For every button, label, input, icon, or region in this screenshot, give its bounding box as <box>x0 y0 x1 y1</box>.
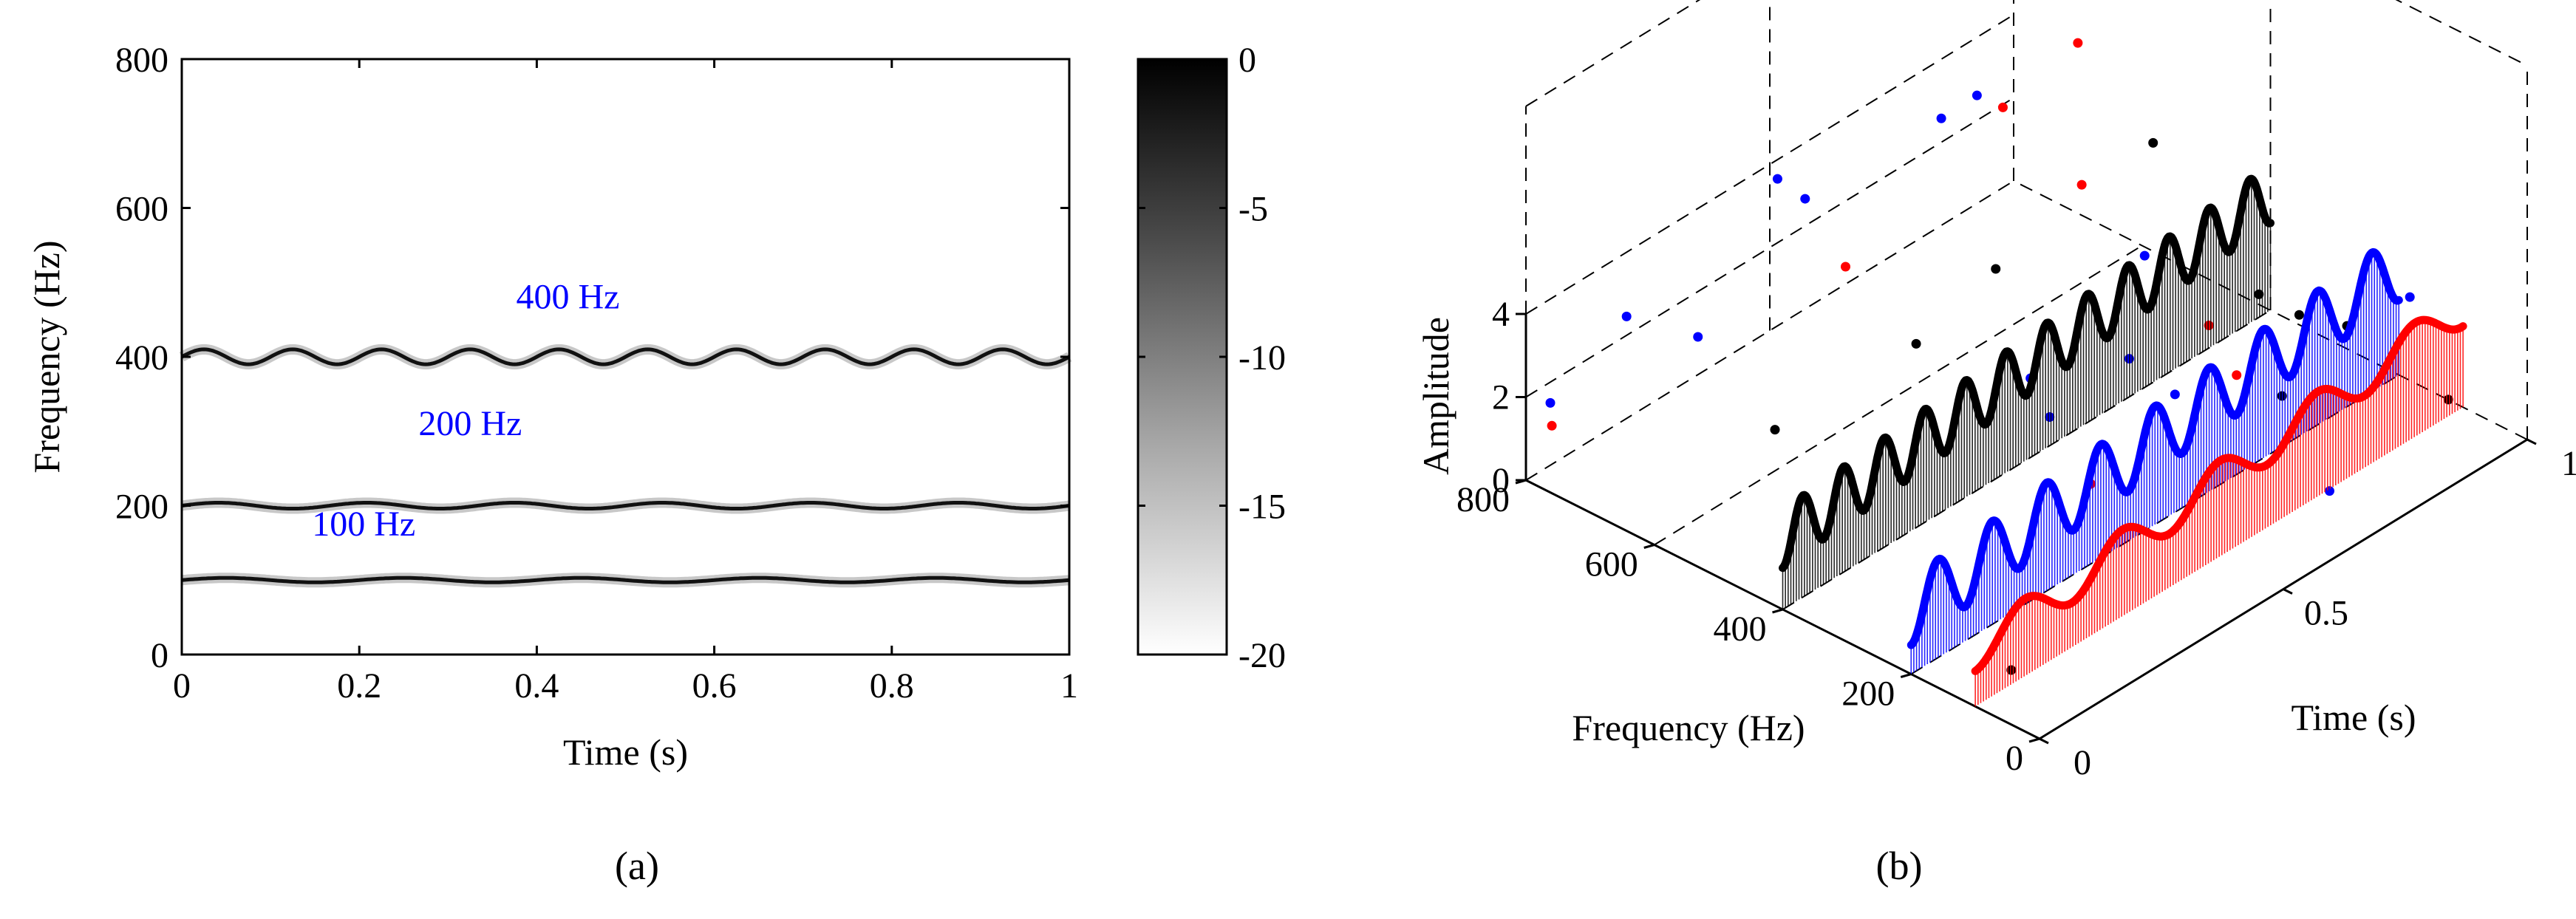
ridge-label-400hz: 400 Hz <box>516 278 619 317</box>
panel-b-series <box>1779 174 2467 707</box>
y-tick-label: 600 <box>115 190 168 229</box>
frequency-tick-mark <box>2028 737 2040 743</box>
scatter-point <box>1545 397 1556 408</box>
amplitude-tick-label: 4 <box>1492 295 1510 334</box>
scatter-point <box>1841 262 1850 272</box>
box-edge <box>1525 180 2014 481</box>
frequency-tick-label: 800 <box>1456 480 1510 519</box>
x-tick-label: 1 <box>1060 666 1078 706</box>
back-wall-grid-line <box>1525 14 2014 315</box>
panel-b-frequency-axis-label: Frequency (Hz) <box>1572 707 1805 748</box>
scatter-point <box>2076 180 2087 190</box>
series-400hz <box>1779 174 2275 609</box>
scatter-point <box>2148 137 2158 148</box>
time-tick-mark <box>2283 588 2293 595</box>
panel-b-caption: (b) <box>1876 844 1923 888</box>
x-tick-label: 0.4 <box>514 666 559 706</box>
waveform <box>1779 174 2275 573</box>
panel-a-spectrogram: 0 0.2 0.4 0.6 0.8 1 0 200 400 600 800 Time (s) Fr… <box>26 41 1286 888</box>
panel-a-x-ticks: 0 0.2 0.4 0.6 0.8 1 <box>173 59 1078 706</box>
scatter-point <box>1772 174 1782 184</box>
panel-b-time-axis-label: Time (s) <box>2291 697 2416 738</box>
y-tick-label: 400 <box>115 338 168 377</box>
scatter-point <box>1936 113 1946 123</box>
frequency-tick-mark <box>1643 544 1655 549</box>
scatter-point <box>1547 420 1557 431</box>
x-tick-label: 0.6 <box>692 666 737 706</box>
x-tick-label: 0 <box>173 666 191 706</box>
amplitude-tick-label: 0 <box>1492 461 1510 500</box>
colorbar-tick-label: -20 <box>1238 636 1286 675</box>
colorbar: 0 -5 -10 -15 -20 <box>1137 41 1286 675</box>
scatter-point <box>2294 310 2304 320</box>
box-edge <box>1525 0 1701 107</box>
scatter-point <box>1800 194 1810 204</box>
waveform <box>1971 315 2467 675</box>
scatter-point <box>2139 250 2150 261</box>
scatter-point <box>1972 90 1982 100</box>
frequency-tick-mark <box>1900 673 1912 678</box>
scatter-point <box>2232 370 2242 380</box>
colorbar-tick-label: -15 <box>1238 488 1286 527</box>
scatter-point <box>1991 264 2001 274</box>
colorbar-tick-label: -10 <box>1238 338 1286 377</box>
scatter-point <box>2170 389 2180 400</box>
ridge-label-200hz: 200 Hz <box>418 404 522 443</box>
x-tick-label: 0.2 <box>337 666 381 706</box>
time-tick-label: 0.5 <box>2304 594 2348 633</box>
frequency-tick-label: 600 <box>1585 545 1638 584</box>
scatter-point <box>2073 38 2083 48</box>
frequency-tick-label: 0 <box>2006 739 2023 778</box>
panel-a-caption: (a) <box>615 844 659 888</box>
colorbar-ticks: 0 -5 -10 -15 -20 <box>1138 41 1286 675</box>
scatter-point <box>2045 412 2055 422</box>
back-wall-grid-line <box>1525 97 2014 398</box>
ridge-200hz <box>181 501 1070 510</box>
panel-a-x-axis-label: Time (s) <box>563 731 688 773</box>
scatter-point <box>1621 311 1632 321</box>
panel-a-y-ticks: 0 200 400 600 800 <box>115 41 1069 675</box>
panel-a-y-axis-label: Frequency (Hz) <box>26 240 67 473</box>
scatter-point <box>2325 486 2334 496</box>
colorbar-tick-label: -5 <box>1238 190 1268 229</box>
waveform <box>1907 247 2403 649</box>
scatter-point <box>2405 292 2415 302</box>
colorbar-gradient <box>1138 59 1227 655</box>
time-tick-mark <box>2526 438 2537 445</box>
scatter-point <box>2443 394 2453 405</box>
colorbar-tick-label: 0 <box>1238 41 1256 80</box>
time-tick-label: 1 <box>2561 444 2576 483</box>
frequency-tick-mark <box>1772 608 1783 614</box>
y-tick-label: 800 <box>115 41 168 80</box>
ridge-100hz <box>181 575 1070 584</box>
ridge-400hz <box>180 347 1071 366</box>
ridge-label-100hz: 100 Hz <box>312 505 415 544</box>
panel-a-ridges <box>179 344 1072 588</box>
x-tick-label: 0.8 <box>870 666 914 706</box>
scatter-point <box>1997 102 2008 112</box>
y-tick-label: 200 <box>115 488 168 527</box>
panel-b-z-axis-label: Amplitude <box>1415 317 1456 475</box>
series-100hz <box>1971 315 2467 707</box>
time-tick-label: 0 <box>2074 743 2091 782</box>
time-tick-mark <box>2039 737 2049 745</box>
amplitude-tick-label: 2 <box>1492 378 1510 417</box>
scatter-point <box>1770 425 1780 435</box>
frequency-tick-label: 400 <box>1714 609 1767 649</box>
floor-grid-line <box>1654 245 2143 546</box>
frequency-tick-label: 200 <box>1841 674 1895 714</box>
y-tick-label: 0 <box>151 636 168 675</box>
scatter-point <box>1911 338 1921 349</box>
scatter-point <box>1693 332 1703 342</box>
